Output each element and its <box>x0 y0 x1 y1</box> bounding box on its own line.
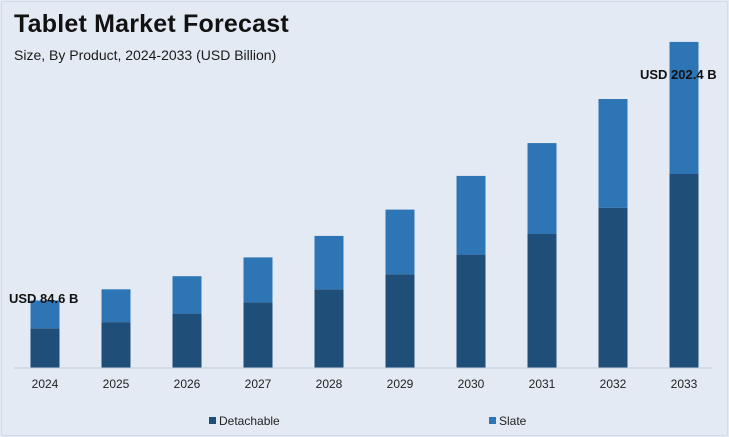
bar-slate-2024 <box>30 300 60 329</box>
legend-swatch-slate <box>489 417 496 424</box>
bar-slate-2025 <box>101 289 131 323</box>
bar-detachable-2030 <box>456 254 486 368</box>
legend-swatch-detachable <box>209 417 216 424</box>
bar-slate-2026 <box>172 276 202 314</box>
legend-label-detachable: Detachable <box>219 414 280 428</box>
legend-label-slate: Slate <box>499 414 527 428</box>
chart-title: Tablet Market Forecast <box>14 10 289 38</box>
bars-group <box>30 41 699 368</box>
x-tick-label-2025: 2025 <box>103 377 130 391</box>
x-tick-label-2031: 2031 <box>529 377 556 391</box>
bar-slate-2032 <box>598 99 628 208</box>
x-tick-label-2026: 2026 <box>174 377 201 391</box>
chart-subtitle: Size, By Product, 2024-2033 (USD Billion… <box>14 47 277 63</box>
bar-slate-2029 <box>385 209 415 275</box>
x-tick-label-2030: 2030 <box>458 377 485 391</box>
bar-slate-2028 <box>314 235 344 290</box>
bar-detachable-2025 <box>101 322 131 368</box>
bar-slate-2030 <box>456 175 486 255</box>
bar-detachable-2031 <box>527 234 557 368</box>
annotation-last-total: USD 202.4 B <box>640 67 717 82</box>
bar-detachable-2028 <box>314 289 344 368</box>
bar-detachable-2027 <box>243 302 273 368</box>
bar-slate-2031 <box>527 143 557 234</box>
x-tick-label-2024: 2024 <box>32 377 59 391</box>
bar-detachable-2029 <box>385 274 415 368</box>
x-tick-label-2028: 2028 <box>316 377 343 391</box>
x-tick-label-2032: 2032 <box>600 377 627 391</box>
bar-slate-2033 <box>669 41 699 175</box>
bar-slate-2027 <box>243 257 273 303</box>
x-tick-label-2027: 2027 <box>245 377 272 391</box>
legend: Detachable Slate <box>209 414 527 428</box>
bar-detachable-2024 <box>30 328 60 368</box>
bar-detachable-2026 <box>172 313 202 368</box>
x-tick-label-2029: 2029 <box>387 377 414 391</box>
bar-detachable-2033 <box>669 174 699 368</box>
bar-detachable-2032 <box>598 207 628 368</box>
annotation-first-total: USD 84.6 B <box>9 291 78 306</box>
x-tick-labels: 2024 2025 2026 2027 2028 2029 2030 2031 2032 2033 <box>32 377 698 391</box>
x-tick-label-2033: 2033 <box>671 377 698 391</box>
